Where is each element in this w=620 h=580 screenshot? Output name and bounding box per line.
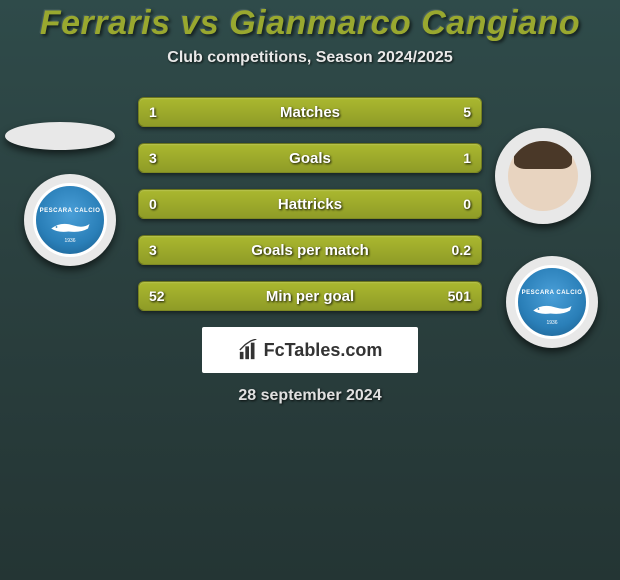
- bars-icon: [238, 339, 260, 361]
- badge-left-year: 1936: [64, 238, 75, 244]
- bar-label: Goals: [139, 150, 481, 167]
- page-title: Ferraris vs Gianmarco Cangiano: [0, 4, 620, 43]
- logo-text: FcTables.com: [264, 340, 383, 361]
- bar-left-value: 3: [149, 150, 157, 166]
- bar-label: Hattricks: [139, 196, 481, 213]
- player-right-face: [508, 141, 578, 211]
- bar-row: 52 Min per goal 501: [138, 281, 482, 311]
- bar-right-value: 5: [463, 104, 471, 120]
- bar-row: 0 Hattricks 0: [138, 189, 482, 219]
- dolphin-icon: [47, 218, 93, 236]
- bar-row: 3 Goals 1: [138, 143, 482, 173]
- player-left-avatar: [5, 122, 115, 150]
- badge-right-text: PESCARA CALCIO: [522, 290, 583, 296]
- bar-row: 3 Goals per match 0.2: [138, 235, 482, 265]
- dolphin-icon: [529, 300, 575, 318]
- content-wrapper: Ferraris vs Gianmarco Cangiano Club comp…: [0, 0, 620, 580]
- bar-right-value: 1: [463, 150, 471, 166]
- bar-row: 1 Matches 5: [138, 97, 482, 127]
- fctables-logo: FcTables.com: [202, 327, 418, 373]
- bar-right-value: 501: [448, 288, 471, 304]
- comparison-bars: 1 Matches 5 3 Goals 1 0 Hattricks 0 3 Go…: [138, 97, 482, 311]
- bar-left-value: 1: [149, 104, 157, 120]
- bar-right-value: 0: [463, 196, 471, 212]
- bar-left-value: 52: [149, 288, 165, 304]
- badge-left-inner: PESCARA CALCIO 1936: [33, 183, 107, 257]
- bar-left-value: 0: [149, 196, 157, 212]
- badge-right-year: 1936: [546, 320, 557, 326]
- subtitle: Club competitions, Season 2024/2025: [0, 49, 620, 67]
- badge-left-text: PESCARA CALCIO: [40, 208, 101, 214]
- badge-right-inner: PESCARA CALCIO 1936: [515, 265, 589, 339]
- player-right-hair: [514, 141, 572, 169]
- player-right-avatar: [495, 128, 591, 224]
- bar-label: Goals per match: [139, 242, 481, 259]
- date-label: 28 september 2024: [0, 387, 620, 405]
- bar-right-value: 0.2: [452, 242, 471, 258]
- bar-label: Matches: [139, 104, 481, 121]
- team-right-badge: PESCARA CALCIO 1936: [506, 256, 598, 348]
- team-left-badge: PESCARA CALCIO 1936: [24, 174, 116, 266]
- bar-left-value: 3: [149, 242, 157, 258]
- bar-label: Min per goal: [139, 288, 481, 305]
